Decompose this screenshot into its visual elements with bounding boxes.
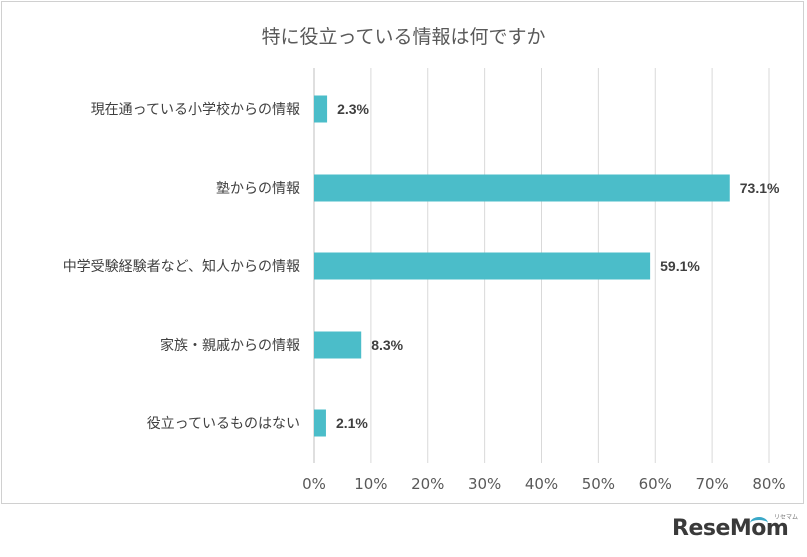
x-tick-label: 80% bbox=[752, 475, 785, 493]
bar bbox=[314, 252, 651, 280]
bar-chart-plot: 0% 10% 20% 30% 40% 50% 60% 70% 80% 現在通っている小学校からの情… bbox=[63, 68, 786, 493]
chart-frame: 特に役立っている情報は何ですか 0% 10% 20% 30% 40% 50% 60% 70% 8… bbox=[1, 1, 804, 504]
chart-title: 特に役立っている情報は何ですか bbox=[261, 26, 546, 48]
category-label: 家族・親戚からの情報 bbox=[160, 337, 300, 354]
logo-text: ReseMom bbox=[672, 516, 789, 541]
bar bbox=[314, 95, 328, 123]
category-label: 中学受験経験者など、知人からの情報 bbox=[63, 258, 300, 275]
data-label: 2.1% bbox=[336, 415, 368, 431]
category-label: 現在通っている小学校からの情報 bbox=[91, 101, 300, 118]
bar bbox=[314, 331, 362, 359]
data-label: 8.3% bbox=[371, 337, 403, 353]
category-label: 塾からの情報 bbox=[216, 181, 300, 197]
resemom-logo: ReseMom リセマム bbox=[672, 514, 802, 552]
logo-kana: リセマム bbox=[773, 514, 798, 521]
x-tick-label: 70% bbox=[695, 475, 728, 493]
category-label: 役立っているものはない bbox=[147, 416, 300, 432]
x-tick-label: 40% bbox=[525, 475, 558, 493]
data-label: 59.1% bbox=[660, 258, 700, 274]
x-tick-label: 30% bbox=[468, 475, 501, 493]
x-tick-label: 20% bbox=[411, 475, 444, 493]
x-tick-label: 10% bbox=[354, 475, 387, 493]
data-label: 2.3% bbox=[337, 101, 369, 117]
bar bbox=[314, 174, 730, 202]
logo-swoosh bbox=[750, 517, 768, 530]
data-label: 73.1% bbox=[740, 180, 780, 196]
x-tick-label: 0% bbox=[302, 475, 326, 493]
x-tick-label: 50% bbox=[582, 475, 615, 493]
bar bbox=[314, 409, 326, 437]
x-tick-label: 60% bbox=[639, 475, 672, 493]
